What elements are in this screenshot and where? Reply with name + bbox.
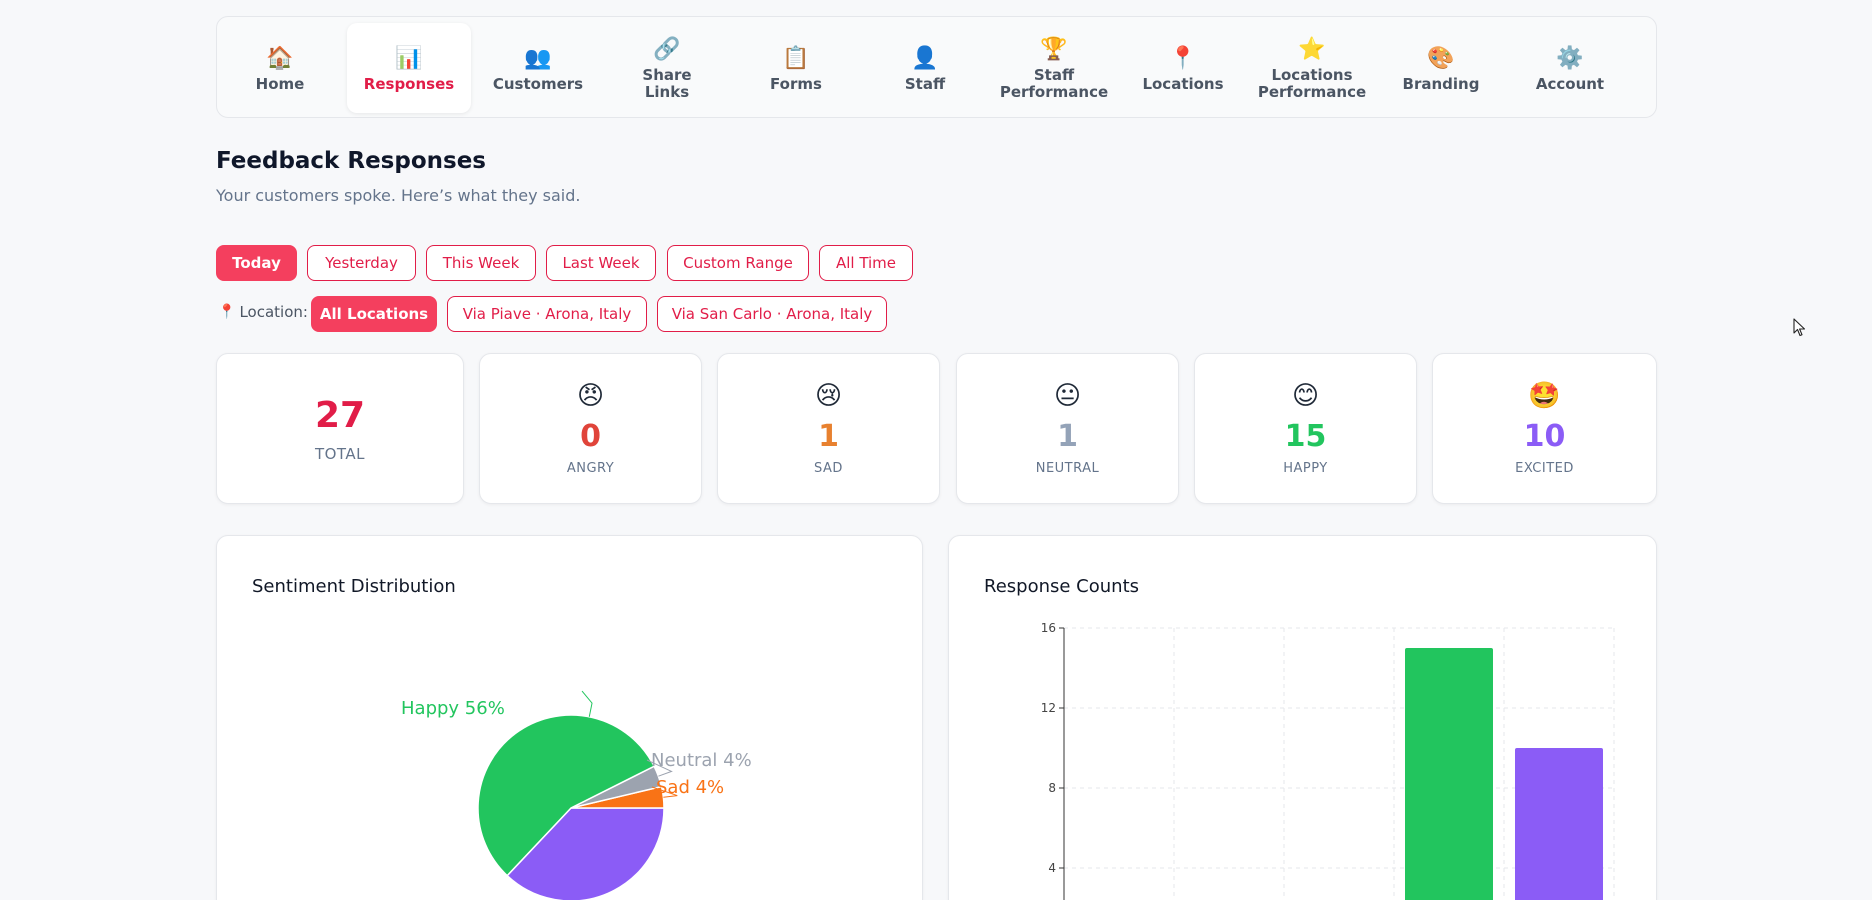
stat-excited-label: EXCITED — [1515, 461, 1574, 476]
pie-label-neutral: Neutral 4% — [651, 750, 752, 771]
page-title: Feedback Responses — [216, 148, 486, 174]
stat-card-sad: 😢 1 SAD — [717, 353, 940, 504]
y-tick-label: 12 — [1041, 701, 1056, 715]
neutral-face-icon: 😐 — [1053, 381, 1082, 411]
stat-total-value: 27 — [314, 394, 366, 436]
nav-item-label: Locations Performance — [1257, 66, 1367, 101]
stat-happy-value: 15 — [1284, 419, 1327, 454]
stat-card-excited: 🤩 10 EXCITED — [1432, 353, 1657, 504]
nav-item-label: Account — [1535, 74, 1605, 93]
filter-this-week-button[interactable]: This Week — [426, 245, 536, 281]
nav-item-forms[interactable]: 📋 Forms — [734, 23, 858, 113]
stat-card-happy: 😊 15 HAPPY — [1194, 353, 1417, 504]
home-icon: 🏠 — [266, 45, 294, 71]
nav-item-label: Staff Performance — [999, 66, 1109, 101]
nav-item-label: Customers — [492, 74, 584, 93]
nav-item-customers[interactable]: 👥 Customers — [476, 23, 600, 113]
pie-leader-line — [646, 759, 673, 777]
nav-item-staff[interactable]: 👤 Staff — [863, 23, 987, 113]
counts-card-title: Response Counts — [984, 576, 1140, 597]
filter-last-week-button[interactable]: Last Week — [546, 245, 656, 281]
response-counts-card: Response Counts 4 8 12 16 — [948, 535, 1657, 900]
stat-angry-value: 0 — [580, 419, 601, 454]
users-icon: 👥 — [524, 45, 552, 71]
angry-face-icon: 😠 — [576, 381, 605, 411]
star-icon: ⭐ — [1298, 37, 1326, 62]
nav-item-staff-performance[interactable]: 🏆 Staff Performance — [992, 23, 1116, 113]
stat-total-label: TOTAL — [314, 444, 366, 463]
sentiment-pie-chart: Happy 56% Neutral 4% Sad 4% — [401, 690, 752, 900]
pie-leader-line — [581, 690, 593, 717]
response-counts-bar-chart: 4 8 12 16 — [1041, 621, 1615, 900]
sentiment-card-title: Sentiment Distribution — [252, 576, 456, 597]
nav-item-label: Branding — [1402, 74, 1480, 93]
mouse-cursor-icon — [1793, 318, 1806, 337]
nav-item-responses[interactable]: 📊 Responses — [347, 23, 471, 113]
clipboard-icon: 📋 — [782, 45, 810, 71]
stat-happy-label: HAPPY — [1283, 461, 1328, 476]
pie-leader-line — [651, 786, 678, 798]
page-subtitle: Your customers spoke. Here’s what they s… — [216, 186, 581, 205]
nav-item-label: Locations — [1142, 74, 1224, 93]
nav-item-label: Staff — [904, 74, 946, 93]
filter-custom-range-button[interactable]: Custom Range — [667, 245, 809, 281]
pin-icon: 📍 — [218, 304, 236, 320]
bar-chart-icon: 📊 — [395, 45, 423, 71]
link-icon: 🔗 — [653, 37, 681, 62]
filter-yesterday-button[interactable]: Yesterday — [307, 245, 416, 281]
main-nav: 🏠 Home 📊 Responses 👥 Customers 🔗 Share Links 📋 Fo… — [216, 16, 1657, 118]
palette-icon: 🎨 — [1427, 45, 1455, 71]
y-tick-label: 4 — [1048, 861, 1056, 875]
stat-sad-label: SAD — [814, 461, 843, 476]
gear-icon: ⚙️ — [1556, 45, 1584, 71]
stat-excited-value: 10 — [1523, 419, 1566, 454]
stat-neutral-label: NEUTRAL — [1035, 461, 1100, 476]
y-tick-label: 8 — [1048, 781, 1056, 795]
sentiment-distribution-card: Sentiment Distribution Happy 56% Neutral … — [216, 535, 923, 900]
bar-excited — [1515, 748, 1603, 900]
nav-item-label: Responses — [363, 74, 455, 93]
stat-angry-label: ANGRY — [566, 461, 615, 476]
y-tick-label: 16 — [1041, 621, 1056, 635]
nav-item-label: Share Links — [642, 66, 692, 101]
stat-card-angry: 😠 0 ANGRY — [479, 353, 702, 504]
nav-item-account[interactable]: ⚙️ Account — [1508, 23, 1632, 113]
nav-item-home[interactable]: 🏠 Home — [218, 23, 342, 113]
stat-card-neutral: 😐 1 NEUTRAL — [956, 353, 1179, 504]
star-struck-face-icon: 🤩 — [1528, 381, 1561, 411]
stat-sad-value: 1 — [818, 419, 839, 454]
nav-item-locations-performance[interactable]: ⭐ Locations Performance — [1250, 23, 1374, 113]
location-via-san-carlo-button[interactable]: Via San Carlo · Arona, Italy — [657, 296, 887, 332]
nav-item-branding[interactable]: 🎨 Branding — [1379, 23, 1503, 113]
pie-label-sad: Sad 4% — [656, 777, 724, 798]
stat-neutral-value: 1 — [1057, 419, 1078, 454]
person-icon: 👤 — [911, 45, 939, 71]
pie-slice-excited — [506, 807, 665, 900]
nav-item-label: Home — [255, 74, 305, 93]
sad-face-icon: 😢 — [814, 381, 843, 411]
location-all-button[interactable]: All Locations — [311, 296, 437, 332]
trophy-icon: 🏆 — [1040, 37, 1068, 62]
stat-card-total: 27 TOTAL — [216, 353, 464, 504]
pie-slice-happy — [477, 714, 656, 877]
location-filter-label: 📍 Location: — [218, 303, 308, 321]
filter-all-time-button[interactable]: All Time — [819, 245, 913, 281]
pie-label-happy: Happy 56% — [401, 698, 505, 719]
bar-happy — [1405, 648, 1493, 900]
happy-face-icon: 😊 — [1291, 381, 1320, 411]
filter-today-button[interactable]: Today — [216, 245, 297, 281]
nav-item-locations[interactable]: 📍 Locations — [1121, 23, 1245, 113]
location-via-piave-button[interactable]: Via Piave · Arona, Italy — [447, 296, 647, 332]
nav-item-label: Forms — [770, 74, 822, 93]
location-label-text: Location: — [239, 303, 308, 321]
nav-item-share-links[interactable]: 🔗 Share Links — [605, 23, 729, 113]
pin-icon: 📍 — [1169, 45, 1197, 71]
